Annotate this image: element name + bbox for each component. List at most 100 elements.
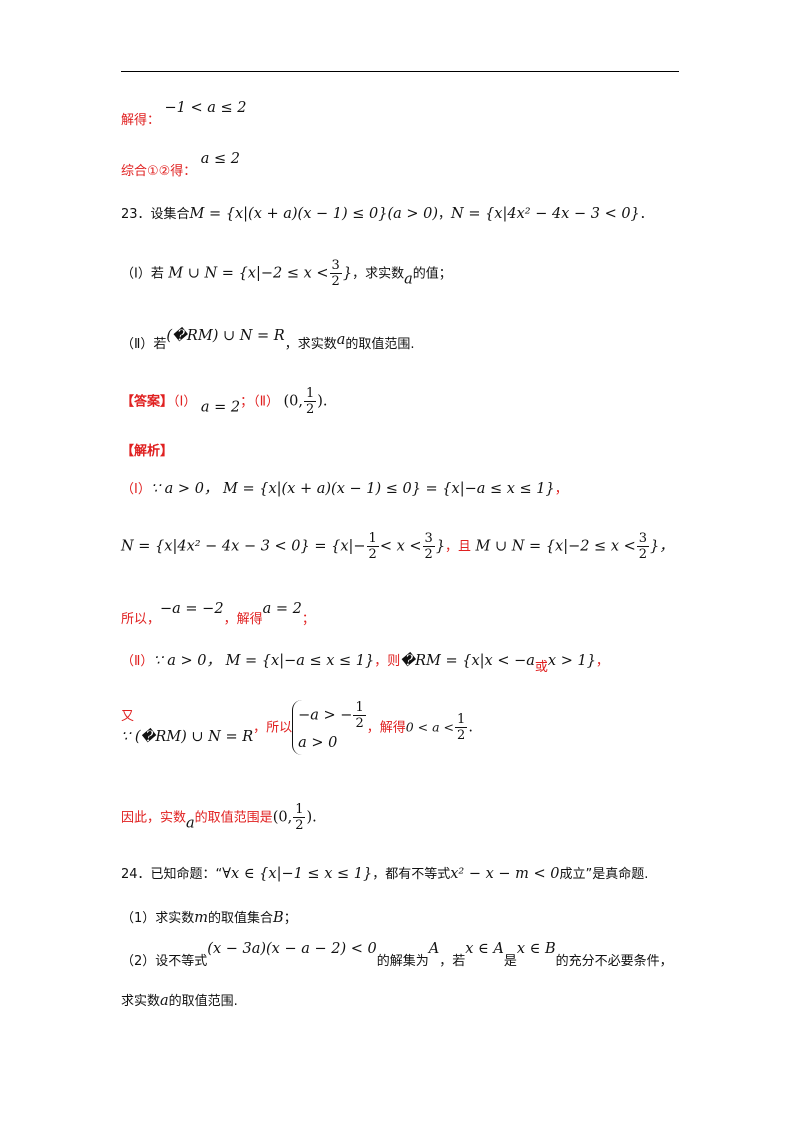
analysis-l4-or: 或 <box>534 660 548 675</box>
answer-end: . <box>322 393 328 410</box>
analysis-l3-math: −a = −2 <box>160 601 224 617</box>
var-a: a <box>336 332 346 348</box>
analysis-l1-math: ∵ a > 0， M = {x|(x + a)(x − 1) ≤ 0} = {x… <box>150 481 555 497</box>
analysis-l5-end: . <box>468 719 473 736</box>
var-a: a <box>404 271 413 288</box>
solution-label: 解得： <box>121 113 161 128</box>
fraction-den: 2 <box>305 402 315 417</box>
analysis-l3-value: a = 2 <box>262 601 302 617</box>
q24-p2-is: 是 <box>503 954 517 969</box>
fraction-num: 1 <box>455 712 468 728</box>
analysis-l2-math-a: N = {x|4x² − 4x − 3 < 0} = {x|− <box>121 538 366 555</box>
var-m: m <box>194 910 209 926</box>
q24-p1-end: ； <box>283 911 297 926</box>
q24-math2: x² − x − m < 0 <box>450 866 560 882</box>
fraction-den: 2 <box>368 547 377 562</box>
analysis-l6-mid: 的取值范围是 <box>194 810 273 826</box>
analysis-l3-mid: ，解得 <box>223 612 263 627</box>
q23-p2-label: （Ⅱ）若 <box>121 337 167 352</box>
fraction-den: 2 <box>331 274 340 289</box>
header-rule <box>121 71 679 72</box>
q24-part3: 求实数a的取值范围. <box>121 990 238 1013</box>
q24-p2-math: (x − 3a)(x − a − 2) < 0 <box>207 941 377 957</box>
set-b: B <box>273 910 284 926</box>
analysis-l4-then: ，则 <box>374 654 401 669</box>
analysis-tag: 【解析】 <box>121 444 174 459</box>
fraction-den: 2 <box>638 547 648 562</box>
analysis-line-6: 因此，实数a的取值范围是(0, 1 2). <box>121 802 317 835</box>
fraction-den: 2 <box>457 728 466 743</box>
set-n: N = {x|4x² − 4x − 3 < 0} <box>451 206 640 222</box>
analysis-l2-math-e: }， <box>650 538 674 555</box>
q23-end: ． <box>639 207 653 222</box>
analysis-l3-end: ； <box>301 612 315 627</box>
q24-p1-mid: 的取值集合 <box>208 911 274 926</box>
fraction-num: 1 <box>353 700 366 716</box>
q24-p2-cond2: x ∈ B <box>516 941 556 957</box>
solution-math: −1 < a ≤ 2 <box>164 100 247 116</box>
q24-p2-cond1: x ∈ A <box>465 941 504 957</box>
analysis-l4-end: ， <box>595 654 609 669</box>
answer-p1-label: （Ⅰ） <box>173 394 197 410</box>
analysis-tag-line: 【解析】 <box>121 440 173 463</box>
fraction-num: 3 <box>329 258 342 274</box>
analysis-l6-open: (0, <box>272 809 293 826</box>
q24-p1-label: （1）求实数 <box>121 911 195 926</box>
answer-tag: 【答案】 <box>121 394 174 410</box>
answer-line: 【答案】（Ⅰ） a = 2；（Ⅱ） (0, 1 2). <box>121 386 328 419</box>
system-row-2: a > 0 <box>298 735 338 751</box>
answer-p2-open: (0, <box>283 393 303 410</box>
analysis-l5-result: 0 < a < <box>405 719 455 735</box>
answer-p2-label: （Ⅱ） <box>253 394 279 410</box>
fraction-den: 2 <box>295 818 304 833</box>
q24-p3-end: 的取值范围. <box>168 994 238 1009</box>
analysis-l2-math-c: } <box>435 538 446 555</box>
q23-p1-post: ，求实数 <box>352 266 405 282</box>
q23-p1-math: M ∪ N = {x|−2 ≤ x < <box>168 265 329 282</box>
analysis-line-3: 所以，−a = −2，解得a = 2； <box>121 598 315 631</box>
var-a: a <box>186 815 195 832</box>
analysis-l1-label: （Ⅰ） <box>121 482 151 497</box>
fraction-num: 1 <box>293 802 306 818</box>
analysis-l5-also: 又 <box>121 708 135 724</box>
q23-p1-label: （Ⅰ）若 <box>121 266 164 282</box>
analysis-line-2: N = {x|4x² − 4x − 3 < 0} = {x|− 1 2 < x <3 2… <box>121 531 674 562</box>
q23-sep: ， <box>438 207 452 222</box>
q24-math: ∀x ∈ {x|−1 ≤ x ≤ 1} <box>222 866 373 882</box>
q23-p2-math: (�RM) ∪ N = R <box>166 328 285 344</box>
system-row-1: −a > − <box>298 707 353 724</box>
q23-p1-close: } <box>342 265 353 282</box>
analysis-l2-math-b: < x < <box>379 538 422 555</box>
q24-p3-label: 求实数 <box>121 994 161 1009</box>
analysis-l4-math2: �RM = {x|x < −a <box>400 653 535 669</box>
solution-line-1: 解得： −1 < a ≤ 2 <box>121 97 246 132</box>
q24-p2-mid: 的解集为 <box>376 954 429 969</box>
analysis-l4-math: ∵ a > 0， M = {x|−a ≤ x ≤ 1} <box>153 653 375 669</box>
analysis-l1-end: ， <box>554 482 568 497</box>
q24-p2-end: 的充分不必要条件， <box>555 954 673 969</box>
analysis-l5-so: ，所以 <box>253 720 293 736</box>
answer-sep: ； <box>240 394 254 410</box>
var-a: a <box>160 993 169 1009</box>
answer-p1-value: a = 2 <box>200 399 241 416</box>
q24-part2: （2）设不等式(x − 3a)(x − a − 2) < 0的解集为A，若x ∈… <box>121 938 673 973</box>
fraction-den: 2 <box>424 547 433 562</box>
analysis-l4-math3: x > 1} <box>547 653 596 669</box>
q23-part2: （Ⅱ）若(�RM) ∪ N = R，求实数a的取值范围. <box>121 325 415 356</box>
q24-stem: 24．已知命题：“∀x ∈ {x|−1 ≤ x ≤ 1}，都有不等式x² − x… <box>121 863 648 886</box>
q24-mid: ，都有不等式 <box>372 867 451 882</box>
fraction-num: 3 <box>422 531 435 547</box>
fraction-num: 3 <box>636 531 650 547</box>
combine-line: 综合①②得： a ≤ 2 <box>121 148 240 183</box>
answer-p2-close: ) <box>317 393 323 410</box>
combine-math: a ≤ 2 <box>200 151 241 167</box>
analysis-l5-solve: ，解得 <box>366 720 406 736</box>
inequality-system: −a > −1 2 a > 0 <box>292 700 367 755</box>
fraction-num: 1 <box>303 386 317 402</box>
analysis-l2-and: ，且 <box>445 539 472 555</box>
fraction-den: 2 <box>355 716 364 731</box>
